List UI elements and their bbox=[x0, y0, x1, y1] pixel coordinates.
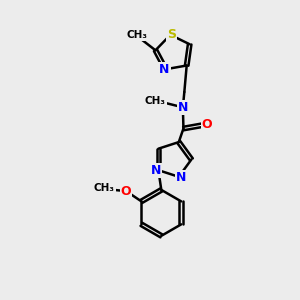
Text: N: N bbox=[151, 164, 161, 177]
Text: N: N bbox=[178, 101, 188, 114]
Text: N: N bbox=[159, 63, 170, 76]
Text: CH₃: CH₃ bbox=[145, 96, 166, 106]
Text: O: O bbox=[121, 184, 131, 198]
Text: S: S bbox=[167, 28, 176, 41]
Text: O: O bbox=[202, 118, 212, 131]
Text: CH₃: CH₃ bbox=[126, 30, 147, 40]
Text: CH₃: CH₃ bbox=[94, 183, 115, 194]
Text: N: N bbox=[176, 171, 186, 184]
